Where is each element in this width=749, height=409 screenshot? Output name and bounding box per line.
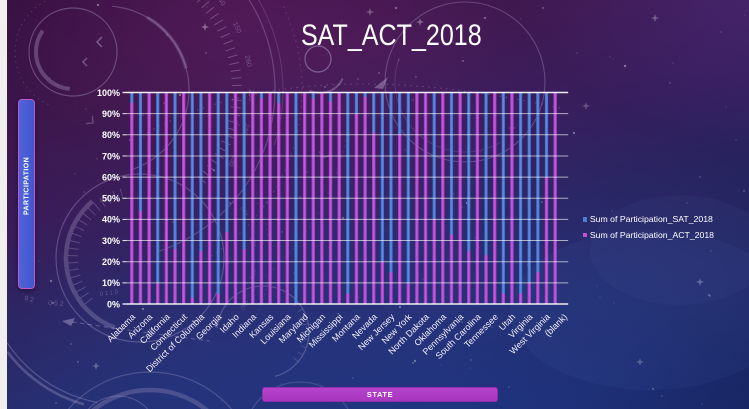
svg-text:9 2: 9 2 <box>24 295 35 304</box>
svg-text:0 1 1 0: 0 1 1 0 <box>99 289 119 298</box>
svg-text:60%: 60% <box>102 172 120 182</box>
svg-text:150: 150 <box>231 21 242 35</box>
svg-text:80%: 80% <box>102 130 120 140</box>
svg-text:10%: 10% <box>102 278 120 288</box>
svg-text:260: 260 <box>243 55 252 68</box>
svg-text:50%: 50% <box>102 194 120 204</box>
svg-text:90%: 90% <box>102 109 120 119</box>
svg-text:70%: 70% <box>102 151 120 161</box>
svg-text:100%: 100% <box>97 88 120 98</box>
svg-text:140: 140 <box>214 0 227 8</box>
svg-text:30%: 30% <box>102 236 120 246</box>
svg-text:250: 250 <box>247 89 254 101</box>
svg-text:0 5 2: 0 5 2 <box>48 300 64 308</box>
svg-text:40%: 40% <box>102 215 120 225</box>
svg-text:230: 230 <box>226 154 238 168</box>
svg-text:0%: 0% <box>107 299 120 309</box>
svg-text:20%: 20% <box>102 257 120 267</box>
